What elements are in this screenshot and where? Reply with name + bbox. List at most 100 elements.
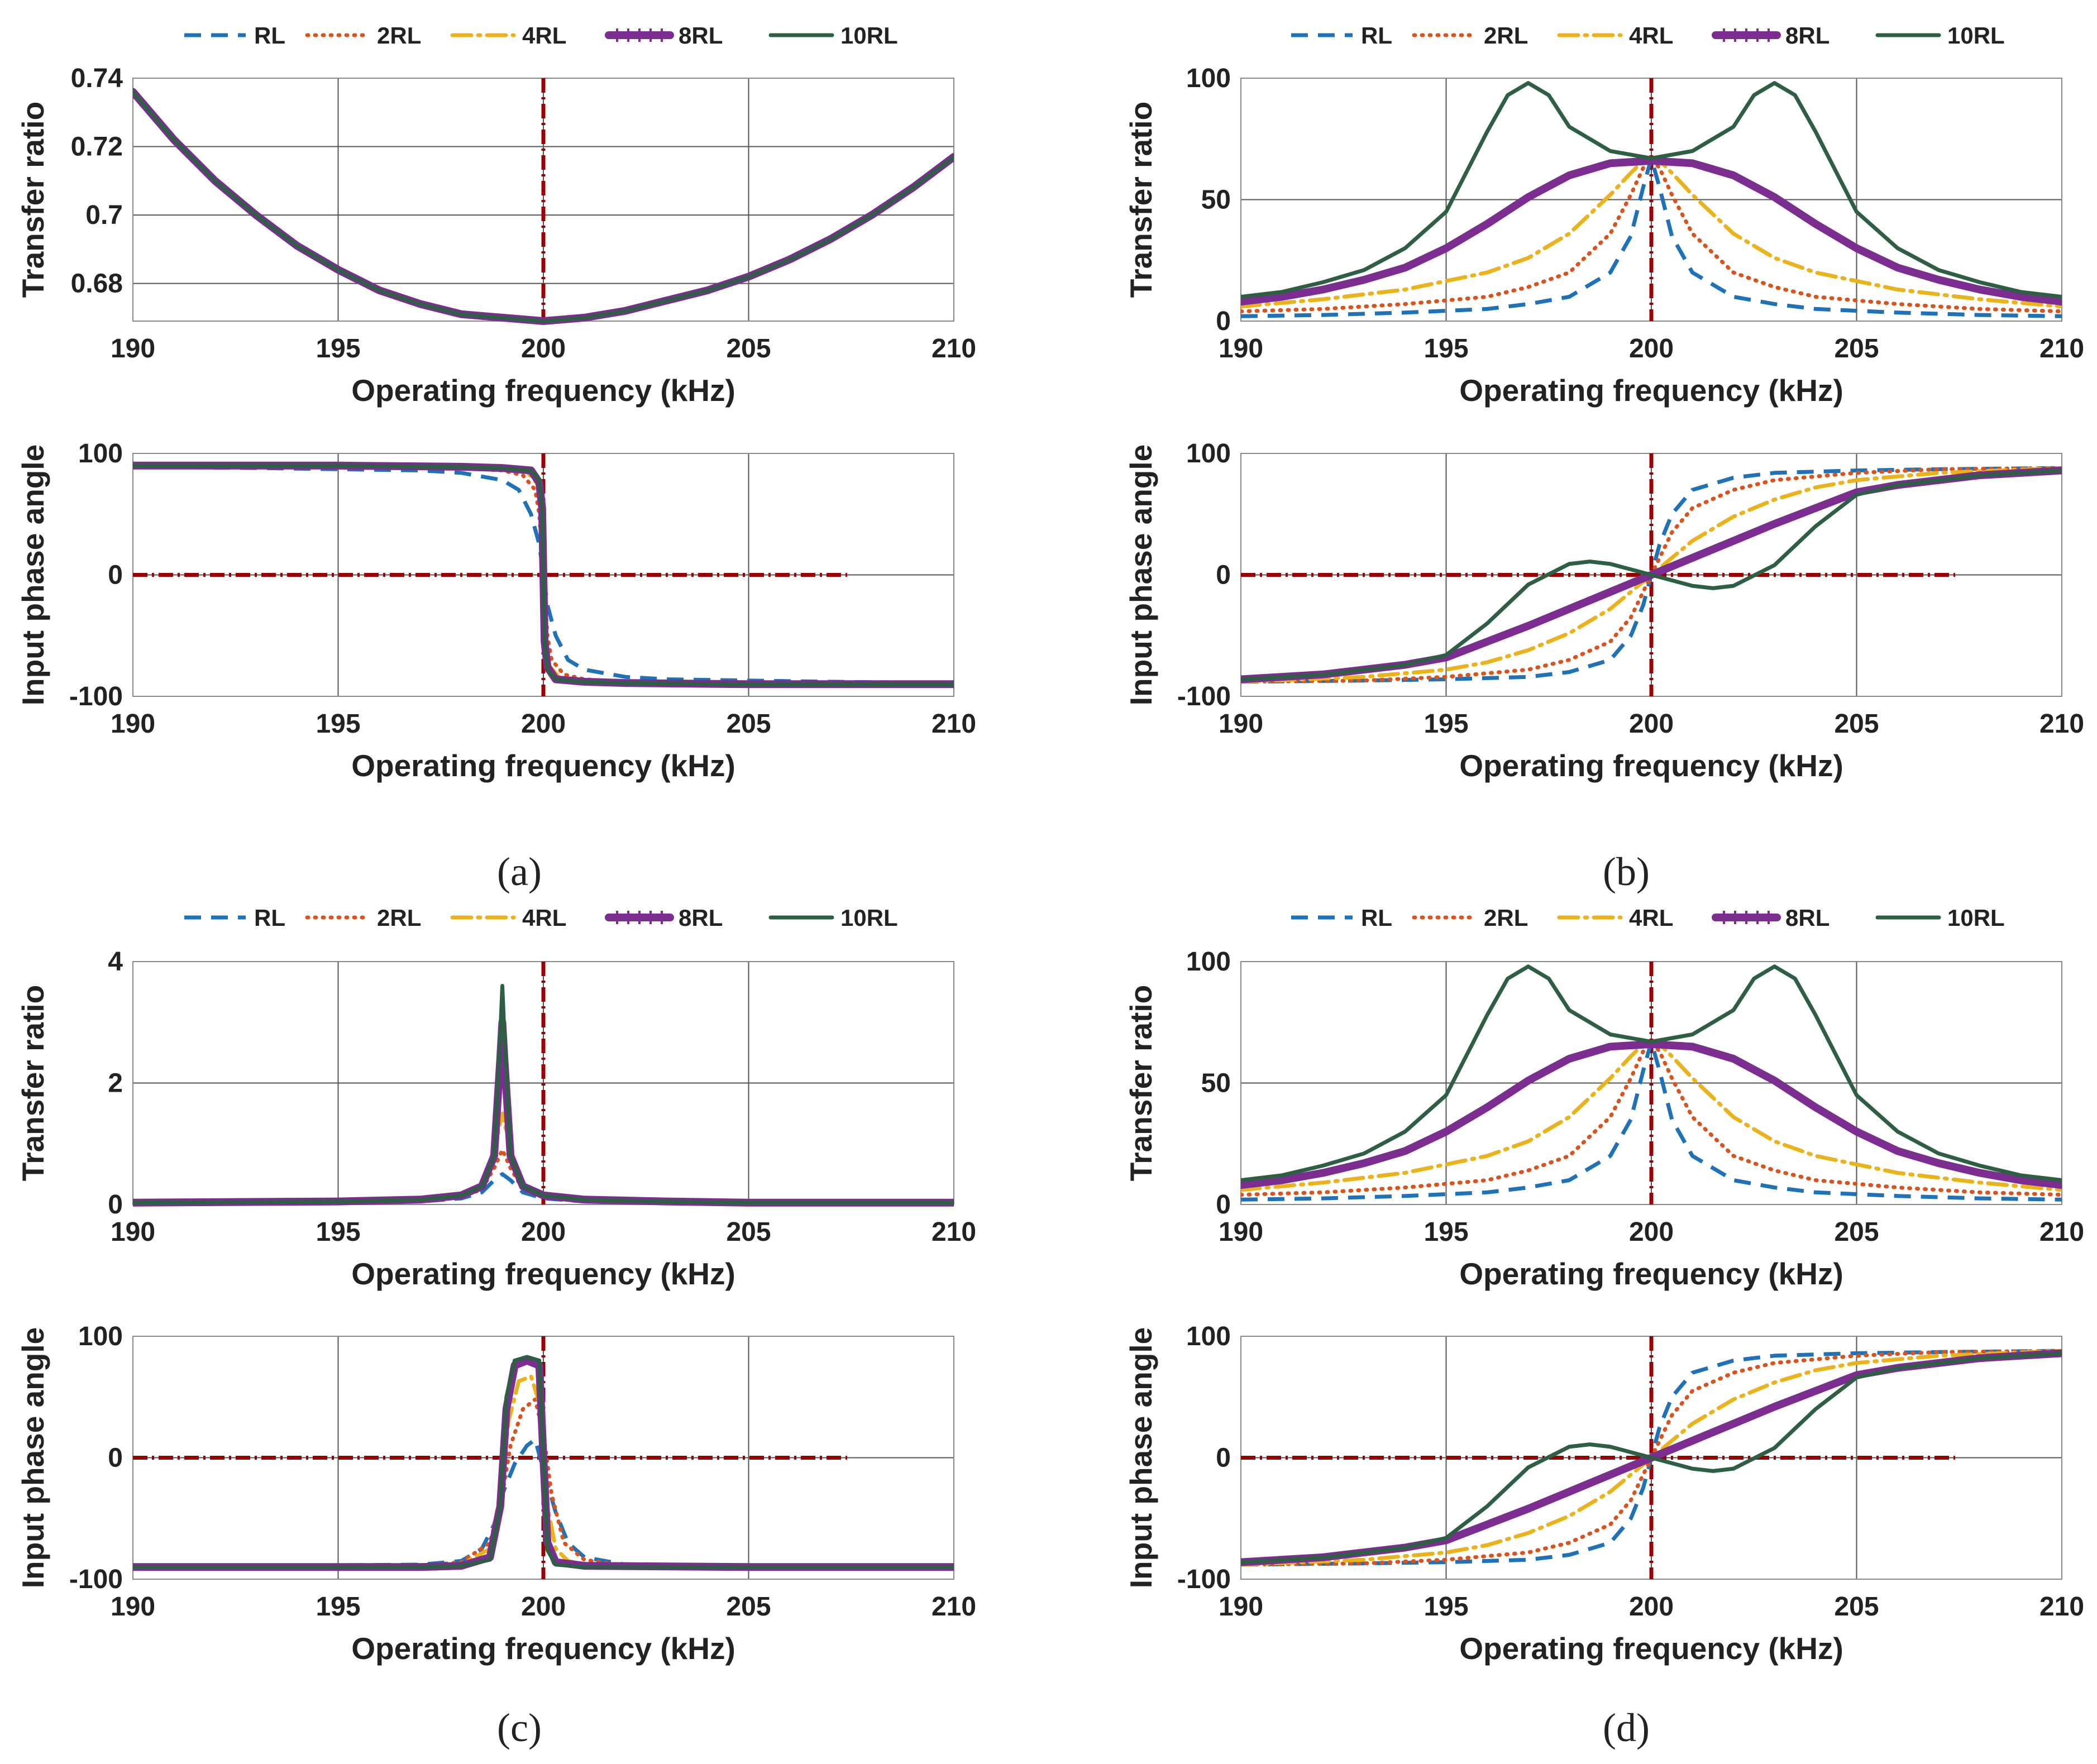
- y-tick-label: 100: [1186, 439, 1231, 469]
- y-axis-title: Input phase angle: [16, 1327, 50, 1589]
- chart-panel-c-transfer: 190 195 200 205 210 0 2 4 Operating frequency (k…: [16, 947, 976, 1291]
- caption-a: (a): [497, 849, 542, 894]
- x-tick-label: 200: [521, 709, 566, 739]
- chart-panel-c-phase: 190 195 200 205 210 -100 0 100 Operating frequen…: [16, 1322, 976, 1666]
- y-tick-label: 0.74: [71, 64, 123, 93]
- y-tick-label: 4: [108, 947, 123, 977]
- x-tick-label: 210: [932, 1592, 976, 1622]
- caption-a-letter: a: [510, 849, 528, 894]
- x-tick-label: 195: [1424, 334, 1468, 364]
- y-tick-label: 0: [108, 1443, 123, 1473]
- x-axis-title: Operating frequency (kHz): [351, 1256, 735, 1291]
- caption-a-close: ): [528, 849, 542, 894]
- x-tick-label: 195: [316, 1217, 360, 1247]
- x-tick-label: 190: [1219, 1217, 1263, 1247]
- x-tick-label: 200: [1629, 1592, 1674, 1622]
- legend-label: 2RL: [377, 905, 421, 931]
- x-axis-title: Operating frequency (kHz): [1459, 748, 1843, 783]
- x-tick-label: 200: [521, 1217, 566, 1247]
- y-tick-label: 0: [1216, 307, 1231, 336]
- x-tick-label: 195: [316, 1592, 360, 1622]
- y-axis-title: Transfer ratio: [16, 102, 50, 298]
- legend-label: 8RL: [679, 905, 723, 931]
- caption-b-close: ): [1636, 849, 1650, 894]
- legend-label: 4RL: [522, 905, 566, 931]
- series-line-10RL: [1241, 81, 2062, 299]
- series-line-10RL: [133, 1355, 954, 1569]
- y-axis-title: Transfer ratio: [1124, 985, 1158, 1182]
- y-axis-title: Input phase angle: [16, 444, 50, 706]
- y-tick-label: 100: [1186, 64, 1231, 93]
- x-tick-label: 190: [1219, 1592, 1263, 1622]
- x-axis-title: Operating frequency (kHz): [1459, 1631, 1843, 1666]
- legend-label: 10RL: [840, 22, 898, 49]
- caption-d-close: ): [1636, 1705, 1650, 1750]
- caption-d: (d): [1603, 1705, 1650, 1750]
- y-tick-label: 0.68: [71, 269, 123, 299]
- series-line-10RL: [1241, 1351, 2062, 1565]
- y-tick-label: 2: [108, 1069, 123, 1098]
- x-tick-label: 195: [1424, 1217, 1468, 1247]
- caption-c-open: (: [497, 1705, 510, 1750]
- legend-label: RL: [1361, 22, 1392, 49]
- y-tick-label: 100: [1186, 947, 1231, 977]
- caption-c-close: ): [528, 1705, 542, 1750]
- x-tick-label: 205: [726, 709, 771, 739]
- series-line-RL: [1241, 156, 2062, 318]
- series-line-RL: [1241, 1040, 2062, 1202]
- y-tick-label: 50: [1201, 185, 1231, 215]
- y-tick-label: -100: [69, 1565, 123, 1594]
- chart-panel-d-phase: 190 195 200 205 210 -100 0 100 Operating frequen…: [1124, 1322, 2084, 1666]
- legend-label: 2RL: [1484, 22, 1528, 49]
- x-tick-label: 190: [111, 1592, 155, 1622]
- chart-panel-a-transfer: 190 195 200 205 210 0.68 0.7 0.72 0.74 Operating …: [16, 64, 976, 408]
- y-tick-label: 0.72: [71, 132, 123, 162]
- series-group: [1241, 466, 2062, 684]
- caption-c-letter: c: [510, 1705, 528, 1750]
- chart-panel-a-phase: 190 195 200 205 210 -100 0 100 Operating frequen…: [16, 439, 976, 783]
- legend: RL 2RL 4RL 8RL 10RL: [184, 22, 898, 49]
- legend-label: 4RL: [1629, 22, 1673, 49]
- x-tick-label: 195: [316, 334, 360, 364]
- legend-label: RL: [254, 22, 285, 49]
- x-tick-label: 200: [1629, 1217, 1674, 1247]
- x-axis-title: Operating frequency (kHz): [351, 1631, 735, 1666]
- x-tick-label: 195: [1424, 709, 1468, 739]
- x-tick-label: 200: [521, 1592, 566, 1622]
- x-tick-label: 205: [1834, 709, 1879, 739]
- caption-c: (c): [497, 1705, 542, 1750]
- series-group: [1241, 81, 2062, 318]
- y-tick-label: -100: [69, 682, 123, 711]
- legend-label: 8RL: [1785, 905, 1829, 931]
- y-tick-label: 0: [108, 561, 123, 590]
- x-tick-label: 210: [2039, 1217, 2084, 1247]
- x-tick-label: 205: [1834, 1592, 1879, 1622]
- y-tick-label: -100: [1177, 1565, 1231, 1594]
- x-tick-label: 210: [932, 1217, 976, 1247]
- y-tick-label: 0: [108, 1190, 123, 1220]
- x-tick-label: 190: [111, 334, 155, 364]
- x-tick-label: 210: [2039, 709, 2084, 739]
- x-tick-label: 210: [932, 334, 976, 364]
- series-group: [133, 984, 954, 1207]
- x-tick-label: 205: [726, 334, 771, 364]
- legend-label: 2RL: [1484, 905, 1528, 931]
- y-tick-label: 100: [78, 439, 123, 469]
- legend-label: 4RL: [522, 22, 566, 49]
- x-tick-label: 190: [111, 1217, 155, 1247]
- legend: RL 2RL 4RL 8RL 10RL: [184, 905, 898, 931]
- legend-label: 2RL: [377, 22, 421, 49]
- x-tick-label: 190: [1219, 334, 1263, 364]
- x-tick-label: 210: [2039, 334, 2084, 364]
- legend: RL 2RL 4RL 8RL 10RL: [1291, 905, 2005, 931]
- series-line-10RL: [133, 90, 954, 323]
- x-tick-label: 190: [1219, 709, 1263, 739]
- legend-label: 8RL: [679, 22, 723, 49]
- x-tick-label: 200: [1629, 334, 1674, 364]
- chart-panel-b-transfer: 190 195 200 205 210 0 50 100 Operating frequency…: [1124, 64, 2084, 408]
- series-group: [133, 88, 954, 325]
- y-axis-title: Input phase angle: [1124, 444, 1158, 706]
- series-line-10RL: [1241, 469, 2062, 681]
